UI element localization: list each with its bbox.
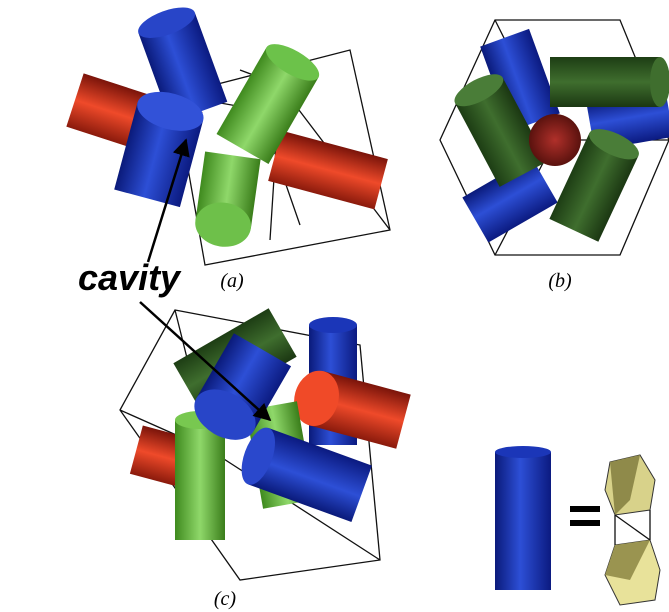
cylinder-cap [495,446,551,458]
panel-label: (a) [220,270,244,292]
panel-a: (a) [66,1,390,292]
figure: (a) (b) (c) cavity [0,0,669,612]
cylinder [550,57,669,107]
panel-label: (c) [214,588,237,610]
equals-bar [570,520,600,526]
cylinder [495,452,551,590]
sphere [529,114,581,166]
panel-label: (b) [548,270,572,292]
equals-bar [570,506,600,512]
equivalence [495,446,660,605]
panel-b: (b) [440,20,669,292]
panel-c: (c) [120,308,411,610]
cylinder [192,151,260,250]
cavity-label: cavity [78,257,182,298]
link [615,510,650,545]
